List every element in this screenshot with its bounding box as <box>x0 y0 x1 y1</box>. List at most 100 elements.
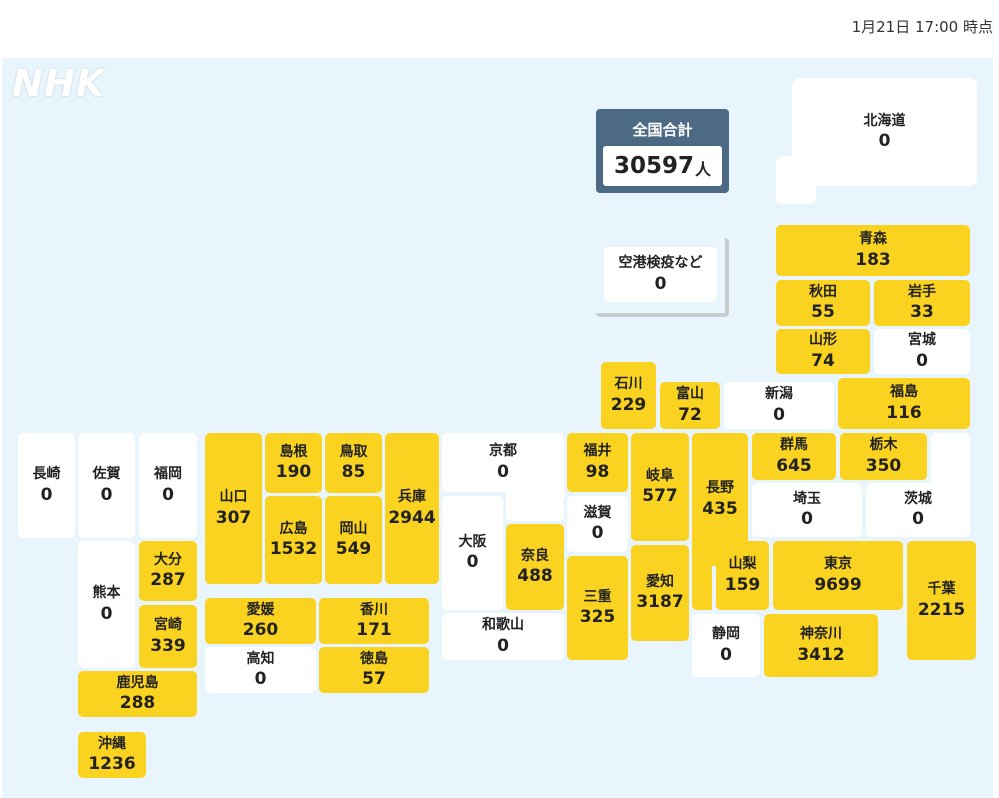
pref-kyoto[interactable]: 京都 0 <box>442 433 564 492</box>
pref-okinawa-value: 1236 <box>88 754 136 775</box>
pref-hokkaido-name: 北海道 <box>863 112 906 129</box>
nhk-logo: NHK <box>12 62 106 105</box>
pref-wakayama-value: 0 <box>497 635 509 656</box>
pref-hyogo-value: 2944 <box>388 507 436 528</box>
timestamp: 1月21日 17:00 時点 <box>851 18 993 36</box>
pref-gunma-value: 645 <box>776 455 812 476</box>
pref-kanagawa[interactable]: 神奈川 3412 <box>764 614 878 677</box>
pref-fukui[interactable]: 福井 98 <box>567 433 628 492</box>
pref-chiba[interactable]: 千葉 2215 <box>907 541 976 660</box>
pref-tochigi[interactable]: 栃木 350 <box>840 433 927 480</box>
pref-aichi[interactable]: 愛知 3187 <box>631 545 689 641</box>
pref-aichi-value: 3187 <box>636 592 684 613</box>
pref-nagano-name: 長野 <box>706 480 734 496</box>
pref-hiroshima[interactable]: 広島 1532 <box>265 496 322 584</box>
pref-mie-name: 三重 <box>583 588 612 605</box>
pref-fukushima[interactable]: 福島 116 <box>838 378 970 429</box>
pref-saitama-value: 0 <box>801 509 813 530</box>
pref-toyama[interactable]: 富山 72 <box>660 382 720 429</box>
pref-mie-value: 325 <box>579 607 616 628</box>
pref-kagoshima-name: 鹿児島 <box>116 674 159 691</box>
pref-ishikawa-value: 229 <box>610 394 647 415</box>
pref-saitama[interactable]: 埼玉 0 <box>752 483 862 537</box>
pref-shizuoka[interactable]: 静岡 0 <box>692 614 760 677</box>
pref-okayama[interactable]: 岡山 549 <box>325 496 382 584</box>
pref-chiba-name: 千葉 <box>927 581 956 597</box>
airport-quarantine-name: 空港検疫など <box>618 255 703 271</box>
pref-miyazaki-name: 宮崎 <box>154 617 182 633</box>
pref-miyagi-name: 宮城 <box>908 332 936 348</box>
pref-kochi-name: 高知 <box>246 650 275 667</box>
pref-tottori-value: 85 <box>341 462 366 483</box>
pref-tokushima[interactable]: 徳島 57 <box>319 647 429 693</box>
pref-miyazaki-value: 339 <box>150 635 186 656</box>
pref-fukui-name: 福井 <box>583 443 612 459</box>
pref-fukushima-name: 福島 <box>890 384 918 400</box>
pref-shimane[interactable]: 島根 190 <box>265 433 322 493</box>
pref-kochi[interactable]: 高知 0 <box>205 647 316 693</box>
pref-yamagata[interactable]: 山形 74 <box>776 329 870 374</box>
pref-ehime-name: 愛媛 <box>246 601 275 618</box>
pref-akita[interactable]: 秋田 55 <box>776 280 870 326</box>
national-total-label: 全国合計 <box>632 121 693 139</box>
pref-yamaguchi-value: 307 <box>215 507 252 528</box>
pref-ishikawa-name: 石川 <box>614 376 643 392</box>
pref-akita-name: 秋田 <box>809 283 837 300</box>
pref-gunma[interactable]: 群馬 645 <box>752 433 836 480</box>
pref-mie[interactable]: 三重 325 <box>567 556 628 660</box>
pref-kanagawa-name: 神奈川 <box>800 626 842 642</box>
pref-nara-value: 488 <box>517 566 553 587</box>
pref-ibaraki[interactable]: 茨城 0 <box>866 483 970 537</box>
pref-nara[interactable]: 奈良 488 <box>506 524 564 610</box>
pref-hyogo[interactable]: 兵庫 2944 <box>385 433 439 584</box>
pref-tokyo[interactable]: 東京 9699 <box>773 541 903 610</box>
pref-tottori[interactable]: 鳥取 85 <box>325 433 382 493</box>
pref-wakayama-name: 和歌山 <box>482 617 524 633</box>
pref-iwate[interactable]: 岩手 33 <box>874 280 970 326</box>
pref-miyagi[interactable]: 宮城 0 <box>874 329 970 374</box>
pref-kagoshima-value: 288 <box>119 693 156 714</box>
pref-kagoshima[interactable]: 鹿児島 288 <box>78 671 197 717</box>
pref-toyama-value: 72 <box>678 404 702 425</box>
pref-niigata-name: 新潟 <box>765 386 793 402</box>
pref-kumamoto[interactable]: 熊本 0 <box>78 541 135 668</box>
pref-kagawa[interactable]: 香川 171 <box>319 598 429 644</box>
airport-quarantine-tile[interactable]: 空港検疫など 0 <box>604 247 717 302</box>
pref-hokkaido[interactable]: 北海道 0 <box>792 78 977 186</box>
pref-yamanashi[interactable]: 山梨 159 <box>716 541 769 610</box>
pref-ishikawa[interactable]: 石川 229 <box>601 362 656 429</box>
pref-ibaraki-value: 0 <box>912 509 924 530</box>
pref-nagasaki-value: 0 <box>40 484 53 505</box>
pref-nagasaki[interactable]: 長崎 0 <box>18 433 75 538</box>
pref-hiroshima-value: 1532 <box>269 539 318 560</box>
pref-aomori[interactable]: 青森 183 <box>776 225 970 276</box>
pref-yamaguchi[interactable]: 山口 307 <box>205 433 262 584</box>
pref-saitama-name: 埼玉 <box>793 490 821 507</box>
pref-osaka[interactable]: 大阪 0 <box>442 496 503 610</box>
pref-oita[interactable]: 大分 287 <box>139 541 197 601</box>
pref-okinawa[interactable]: 沖縄 1236 <box>78 732 146 778</box>
pref-niigata[interactable]: 新潟 0 <box>724 382 834 429</box>
pref-miyazaki[interactable]: 宮崎 339 <box>139 605 197 668</box>
pref-gifu[interactable]: 岐阜 577 <box>631 433 689 541</box>
pref-kumamoto-value: 0 <box>100 603 113 624</box>
pref-fukuoka[interactable]: 福岡 0 <box>139 433 197 538</box>
pref-tokushima-value: 57 <box>362 669 386 690</box>
pref-kyoto-extension <box>506 488 564 521</box>
pref-shimane-value: 190 <box>275 462 312 483</box>
pref-okayama-name: 岡山 <box>339 520 368 537</box>
pref-ehime-value: 260 <box>242 620 279 641</box>
pref-wakayama[interactable]: 和歌山 0 <box>442 613 564 660</box>
pref-yamanashi-name: 山梨 <box>728 556 757 572</box>
pref-kanagawa-value: 3412 <box>797 644 845 665</box>
pref-saga[interactable]: 佐賀 0 <box>78 433 135 538</box>
pref-nagasaki-name: 長崎 <box>32 466 61 482</box>
pref-tokushima-name: 徳島 <box>360 650 388 667</box>
pref-okayama-value: 549 <box>335 539 372 560</box>
pref-tokyo-name: 東京 <box>824 556 852 572</box>
pref-shiga[interactable]: 滋賀 0 <box>567 496 628 552</box>
pref-aomori-name: 青森 <box>859 231 887 247</box>
pref-gifu-value: 577 <box>642 486 678 507</box>
pref-ehime[interactable]: 愛媛 260 <box>205 598 316 644</box>
pref-kochi-value: 0 <box>254 669 267 690</box>
